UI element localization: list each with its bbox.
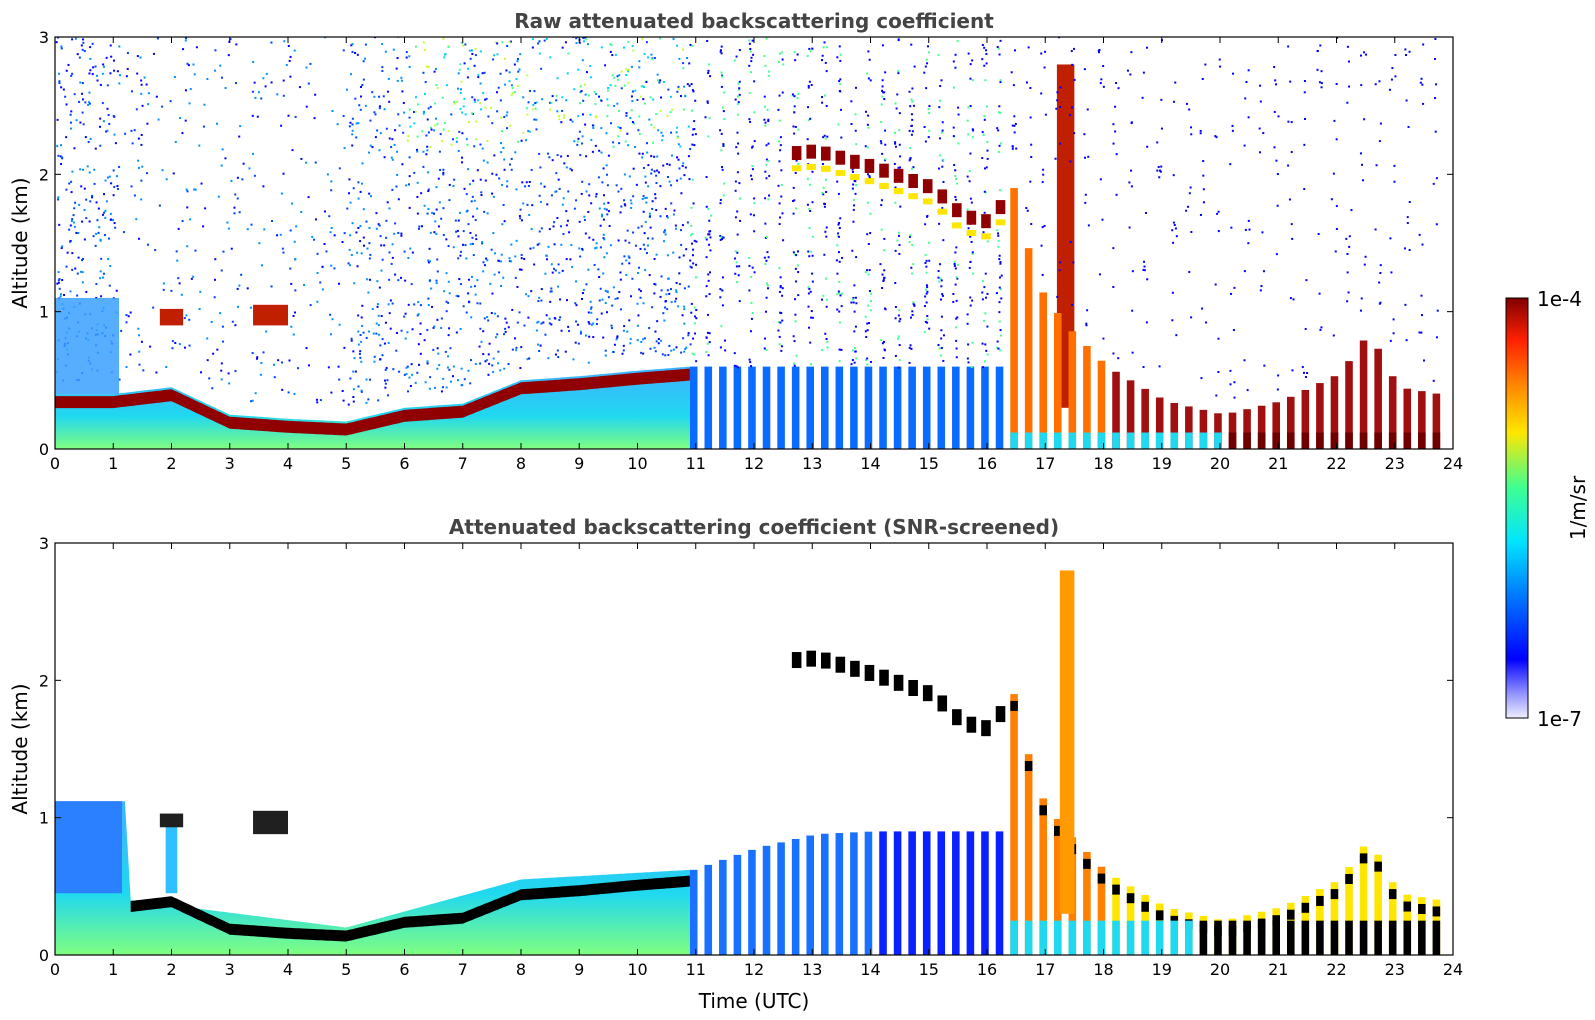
x-tick-label: 10 [627, 960, 647, 979]
x-tick-label: 3 [225, 960, 235, 979]
residual-layer [55, 297, 120, 395]
x-tick-label: 24 [1443, 960, 1463, 979]
x-tick-label: 16 [977, 454, 997, 473]
x-tick-label: 24 [1443, 454, 1463, 473]
raw-backscatter-panel: Raw attenuated backscattering coefficien… [8, 9, 1463, 473]
x-tick-label: 18 [1093, 454, 1113, 473]
x-tick-label: 18 [1093, 960, 1113, 979]
x-tick-label: 5 [341, 960, 351, 979]
panel2-title: Attenuated backscattering coefficient (S… [449, 515, 1059, 539]
y-tick-label: 1 [39, 303, 49, 322]
x-tick-label: 6 [399, 454, 409, 473]
screened-cloud-patch [253, 810, 288, 835]
x-tick-label: 0 [50, 960, 60, 979]
x-tick-label: 20 [1210, 454, 1230, 473]
x-tick-label: 7 [458, 960, 468, 979]
colorbar-min-label: 1e-7 [1537, 707, 1582, 731]
panel1-y-axis-label: Altitude (km) [8, 177, 32, 308]
x-tick-label: 23 [1385, 960, 1405, 979]
y-tick-label: 0 [39, 440, 49, 459]
x-tick-label: 19 [1152, 454, 1172, 473]
x-tick-label: 0 [50, 454, 60, 473]
panel1-y-ticks: 0 1 2 3 [39, 28, 1453, 459]
x-tick-label: 20 [1210, 960, 1230, 979]
x-tick-label: 15 [919, 960, 939, 979]
colorbar-units-label: 1/m/sr [1566, 475, 1590, 540]
cloud-patch [253, 304, 288, 326]
x-tick-label: 16 [977, 960, 997, 979]
x-tick-label: 2 [166, 454, 176, 473]
x-tick-label: 5 [341, 454, 351, 473]
intermittent-profiles [689, 37, 1441, 449]
panel2-y-axis-label: Altitude (km) [8, 683, 32, 814]
x-tick-label: 19 [1152, 960, 1172, 979]
screened-cloud-patch [159, 813, 184, 828]
x-tick-label: 6 [399, 960, 409, 979]
cloud-patch [159, 308, 184, 326]
y-tick-label: 0 [39, 946, 49, 965]
x-tick-label: 15 [919, 454, 939, 473]
panel2-x-ticks: 0 1 2 3 4 5 6 7 8 9 10 11 12 13 14 15 16 17 18 19 20 21 22 23 24 [50, 543, 1463, 979]
x-tick-label: 9 [574, 454, 584, 473]
x-tick-label: 1 [108, 454, 118, 473]
colorbar: 1e-4 1e-7 1/m/sr [1505, 287, 1590, 731]
x-tick-label: 8 [516, 960, 526, 979]
x-tick-label: 4 [283, 960, 293, 979]
y-tick-label: 1 [39, 809, 49, 828]
screened-aerosol-band [130, 875, 690, 942]
x-tick-label: 17 [1035, 960, 1055, 979]
panel2-y-ticks: 0 1 2 3 [39, 534, 1453, 965]
aerosol-layer-band [55, 368, 690, 436]
y-tick-label: 3 [39, 534, 49, 553]
x-tick-label: 13 [802, 454, 822, 473]
x-tick-label: 7 [458, 454, 468, 473]
colorbar-gradient [1505, 297, 1529, 719]
x-tick-label: 1 [108, 960, 118, 979]
x-tick-label: 12 [744, 454, 764, 473]
screened-tall-cloud [1059, 570, 1075, 914]
x-tick-label: 17 [1035, 454, 1055, 473]
y-tick-label: 2 [39, 165, 49, 184]
x-tick-label: 14 [860, 960, 880, 979]
x-tick-label: 22 [1326, 454, 1346, 473]
x-axis-label: Time (UTC) [698, 989, 810, 1013]
noise-speckle [55, 37, 692, 406]
x-tick-label: 2 [166, 960, 176, 979]
screened-cloud-column [165, 824, 178, 894]
panel2-plot-area [55, 570, 1441, 955]
colorbar-max-label: 1e-4 [1537, 287, 1582, 311]
x-tick-label: 8 [516, 454, 526, 473]
snr-screened-panel: Attenuated backscattering coefficient (S… [8, 515, 1463, 1013]
x-tick-label: 4 [283, 454, 293, 473]
x-tick-label: 23 [1385, 454, 1405, 473]
y-tick-label: 2 [39, 671, 49, 690]
panel1-plot-area [55, 37, 1441, 449]
x-tick-label: 12 [744, 960, 764, 979]
panel1-title: Raw attenuated backscattering coefficien… [514, 9, 994, 33]
x-tick-label: 10 [627, 454, 647, 473]
x-tick-label: 11 [686, 454, 706, 473]
screened-residual-layer [55, 801, 122, 894]
x-tick-label: 22 [1326, 960, 1346, 979]
x-tick-label: 13 [802, 960, 822, 979]
x-tick-label: 3 [225, 454, 235, 473]
screened-profiles [689, 650, 1441, 955]
x-tick-label: 11 [686, 960, 706, 979]
x-tick-label: 21 [1268, 960, 1288, 979]
y-tick-label: 3 [39, 28, 49, 47]
panel1-x-ticks: 0 1 2 3 4 5 6 7 8 9 10 11 12 13 14 15 16 17 18 19 20 21 22 23 24 [50, 37, 1463, 473]
x-tick-label: 9 [574, 960, 584, 979]
x-tick-label: 14 [860, 454, 880, 473]
x-tick-label: 21 [1268, 454, 1288, 473]
